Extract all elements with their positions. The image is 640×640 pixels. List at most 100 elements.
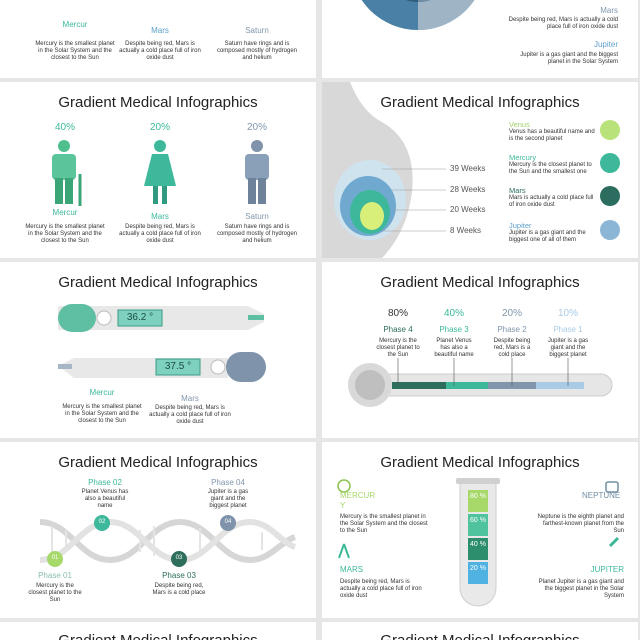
decoration (382, 168, 446, 232)
slide-title: Gradient Medical Infographics (380, 94, 580, 111)
decoration (468, 514, 488, 536)
item-text: Mercury is the closest planet to the Sun (28, 583, 82, 603)
decoration (210, 359, 226, 375)
item-name: Saturn (245, 26, 269, 35)
item-text: Venus has a beautiful name and is the se… (509, 129, 595, 142)
item-text: Despite being red, Mars is actually a co… (119, 224, 201, 244)
item-name: Mercur (62, 20, 88, 29)
slide: Gradient Medical Infographics (322, 622, 638, 640)
phase: Phase 2 (497, 325, 527, 334)
item-name: JUPITER (590, 565, 624, 574)
decoration (226, 352, 266, 382)
donut (361, 0, 475, 39)
item-name: MARS (340, 565, 364, 574)
level: 60 % (470, 517, 486, 524)
phase: Phase 04 (211, 478, 245, 487)
decoration (55, 178, 63, 204)
decoration (155, 358, 201, 376)
item-name: Mars (151, 212, 169, 221)
item-text: Jupiter is a gas giant and the biggest o… (509, 230, 586, 243)
decoration (360, 202, 384, 230)
decoration (251, 140, 263, 152)
item-name: Venus (509, 120, 530, 129)
decoration (337, 479, 351, 493)
slide-title: Gradient Medical Infographics (0, 632, 316, 640)
item-text: Mercury is the smallest planet in the So… (62, 404, 142, 424)
slide: Gradient Medical Infographics (0, 622, 316, 640)
item-text: Despite being red, Mars is actually a co… (149, 405, 231, 425)
step-number: 01 (51, 555, 59, 561)
percent: 20% (501, 308, 522, 319)
decoration (144, 154, 176, 186)
decoration (605, 481, 619, 493)
decoration (51, 526, 263, 556)
item-name: NEPTUNE (582, 491, 621, 500)
week-label: 39 Weeks (450, 164, 486, 173)
decoration (418, 0, 475, 30)
decoration (39, 518, 297, 564)
pregnancy-graphic (322, 82, 620, 258)
percent: 10% (557, 308, 578, 319)
item-text: Despite being red, Mars is actually a co… (508, 17, 618, 30)
slide: Gradient Medical Infographics 80% 40% 20… (322, 262, 638, 438)
slide-title: Gradient Medical Infographics (380, 274, 580, 291)
phase: Phase 3 (439, 325, 469, 334)
item-text: Jupiter is a gas giant and the biggest p… (207, 489, 249, 509)
decoration (58, 140, 70, 152)
item-text: Jupiter is a gas giant and the biggest p… (520, 52, 618, 65)
item-name: Mars (509, 186, 526, 195)
slide-title: Gradient Medical Infographics (380, 454, 580, 471)
item-name: Mars (151, 26, 169, 35)
item-name: MERCURY (340, 491, 376, 510)
item-name: Saturn (245, 212, 269, 221)
percent: 40% (54, 122, 75, 133)
slide: Gradient Medical Infographics 40% 20% 20… (0, 82, 316, 258)
phase: Phase 1 (553, 325, 583, 334)
percent: 40% (443, 308, 464, 319)
decoration (153, 186, 158, 204)
item-text: Mars is actually a cold place full of ir… (509, 195, 594, 208)
item-text: Mercury is the smallest planet in the So… (35, 41, 115, 61)
slide-title: Gradient Medical Infographics (322, 632, 638, 640)
item-text: Mercury is the smallest planet in the So… (25, 224, 105, 244)
phase: Phase 01 (38, 571, 72, 580)
slide: Gradient Medical Infographics 80 % 60 % … (322, 442, 638, 618)
level: 40 % (470, 541, 486, 548)
item-text: Mercury is the smallest planet in the So… (340, 514, 428, 534)
percent: 20% (149, 122, 170, 133)
dna-helix (39, 515, 297, 567)
item-name: Jupiter (509, 221, 532, 230)
decoration (446, 382, 488, 389)
thermometers (58, 304, 266, 382)
week-label: 28 Weeks (450, 185, 486, 194)
thermometer-bar (348, 358, 613, 407)
item-text: Despite being red, Mars is actually a co… (119, 41, 201, 61)
decoration (245, 154, 269, 180)
slide: 39 Weeks 28 Weeks 20 Weeks 8 Weeks Gradi… (322, 82, 638, 258)
decoration (58, 364, 72, 369)
decoration (600, 186, 620, 206)
week-label: 20 Weeks (450, 205, 486, 214)
item-name: Mercur (52, 208, 78, 217)
item-text: Mercury is the closest planet to the Sun (376, 338, 420, 358)
phase: Phase 4 (383, 325, 413, 334)
decoration (468, 538, 488, 560)
step-number: 04 (224, 519, 232, 525)
step-number: 03 (175, 555, 183, 561)
slide: Gradient Medical Infographics 36.2 ° 37.… (0, 262, 316, 438)
slide-title: Gradient Medical Infographics (58, 274, 258, 291)
item-text: Despite being red, Mars is actually a co… (340, 579, 422, 599)
item-text: Despite being red, Mars is a cold place (493, 338, 531, 358)
decoration (58, 304, 96, 332)
decoration (600, 120, 620, 140)
decoration (456, 478, 500, 484)
decoration (96, 310, 112, 326)
decoration (171, 551, 187, 567)
decoration (58, 358, 228, 378)
decoration (468, 562, 488, 584)
decoration (375, 29, 385, 39)
decoration (248, 178, 256, 204)
decoration (338, 543, 350, 559)
slide: Mars Despite being red, Mars is actually… (322, 0, 638, 78)
decoration (608, 536, 620, 548)
